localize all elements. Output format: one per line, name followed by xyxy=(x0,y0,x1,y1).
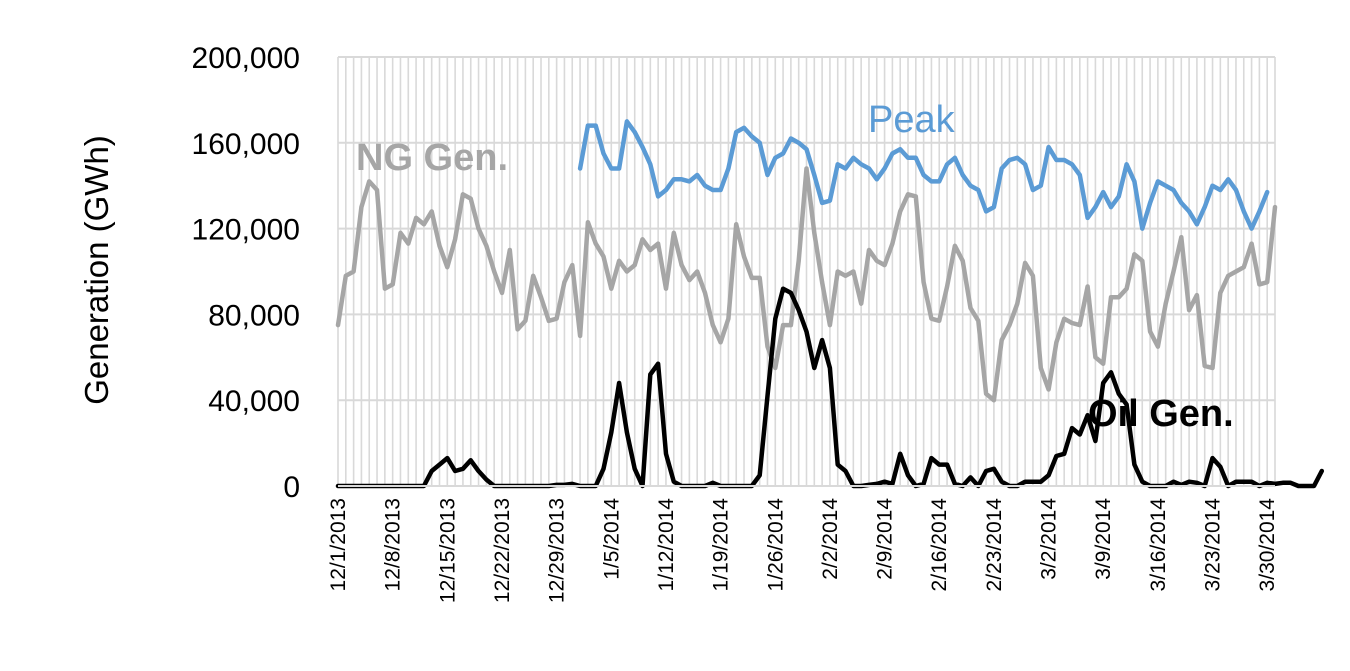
series-line-0 xyxy=(577,119,1270,231)
x-tick-label: 12/15/2013 xyxy=(436,498,459,603)
y-tick-labels: 0 40,000 80,000 120,000 160,000 200,000 xyxy=(192,42,300,504)
x-tick-label: 12/8/2013 xyxy=(382,498,405,591)
x-tick-label: 3/2/2014 xyxy=(1038,498,1061,580)
series-label-peak: Peak xyxy=(868,99,956,141)
series-label-ng-gen: NG Gen. xyxy=(356,137,508,179)
x-tick-label: 2/16/2014 xyxy=(928,498,951,592)
y-tick-label: 80,000 xyxy=(208,299,300,332)
x-tick-label: 3/16/2014 xyxy=(1147,498,1170,592)
series-label-oil-gen: Oil Gen. xyxy=(1088,393,1234,435)
y-tick-label: 200,000 xyxy=(192,42,300,75)
x-tick-label: 3/23/2014 xyxy=(1202,498,1225,592)
x-tick-label: 12/29/2013 xyxy=(546,498,569,603)
x-tick-label: 2/2/2014 xyxy=(819,498,842,580)
x-tick-label: 1/26/2014 xyxy=(764,498,787,592)
series-line-1 xyxy=(335,166,1278,403)
x-tick-label: 1/5/2014 xyxy=(600,498,623,580)
y-tick-label: 40,000 xyxy=(208,385,300,418)
x-tick-labels: 12/1/2013 12/8/2013 12/15/2013 12/22/2013 12… xyxy=(327,498,1279,603)
y-tick-label: 120,000 xyxy=(192,214,300,247)
x-tick-label: 2/23/2014 xyxy=(983,498,1006,592)
x-tick-label: 1/12/2014 xyxy=(655,498,678,592)
x-tick-label: 2/9/2014 xyxy=(874,498,897,580)
y-axis-title: Generation (GWh) xyxy=(78,135,115,405)
x-tick-label: 3/9/2014 xyxy=(1092,498,1115,580)
y-tick-label: 0 xyxy=(283,471,300,504)
x-tick-label: 3/30/2014 xyxy=(1256,498,1279,592)
x-tick-label: 12/22/2013 xyxy=(491,498,514,603)
x-tick-label: 12/1/2013 xyxy=(327,498,350,591)
x-tick-label: 1/19/2014 xyxy=(710,498,733,592)
y-tick-label: 160,000 xyxy=(192,128,300,161)
